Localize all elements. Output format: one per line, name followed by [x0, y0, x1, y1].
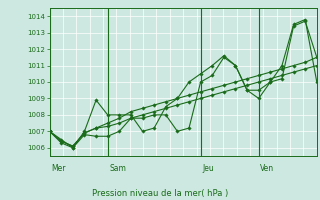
Text: Ven: Ven: [260, 164, 274, 173]
Text: Sam: Sam: [109, 164, 126, 173]
Text: Pression niveau de la mer( hPa ): Pression niveau de la mer( hPa ): [92, 189, 228, 198]
Text: Mer: Mer: [51, 164, 66, 173]
Text: Jeu: Jeu: [202, 164, 214, 173]
